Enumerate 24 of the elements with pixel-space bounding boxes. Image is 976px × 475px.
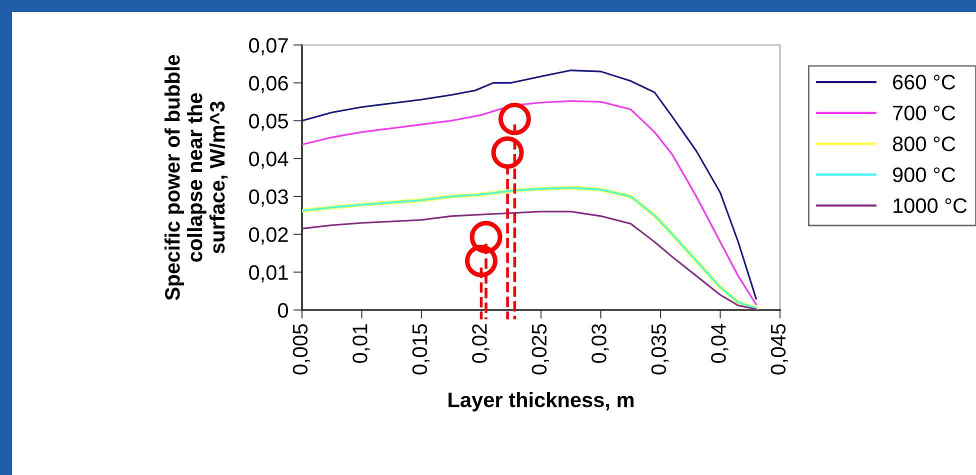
x-tick-label: 0,01 [352, 324, 370, 363]
y-tick-label: 0 [278, 303, 288, 318]
x-tick-label: 0,025 [532, 324, 550, 375]
legend-label: 660 °C [893, 74, 956, 90]
y-tick-label: 0,06 [249, 76, 288, 94]
y-tick-label: 0,04 [249, 152, 288, 169]
x-tick-label: 0,015 [412, 324, 430, 375]
legend-label: 900 °C [892, 167, 956, 182]
x-tick-label: 0,03 [592, 324, 609, 363]
legend-label: 1000 °C [894, 198, 967, 214]
y-axis-title: Specific power of bubble collapse near the surface, W/m^3 [164, 54, 228, 300]
x-tick-label: 0,035 [651, 324, 669, 375]
y-tick-label: 0,02 [249, 227, 288, 244]
x-tick-label: 0,04 [711, 324, 728, 363]
x-tick-label: 0,02 [472, 324, 490, 363]
y-tick-label: 0,03 [249, 189, 288, 207]
legend-label: 800 °C [892, 136, 956, 152]
x-tick-label: 0,045 [770, 324, 788, 375]
y-tick-label: 0,07 [249, 38, 288, 56]
x-axis-title: Layer thickness, m [448, 392, 634, 412]
x-tick-label: 0,005 [292, 324, 310, 375]
y-tick-label: 0,01 [249, 265, 288, 282]
y-tick-label: 0,05 [249, 114, 288, 131]
legend-label: 700 °C [893, 106, 956, 120]
